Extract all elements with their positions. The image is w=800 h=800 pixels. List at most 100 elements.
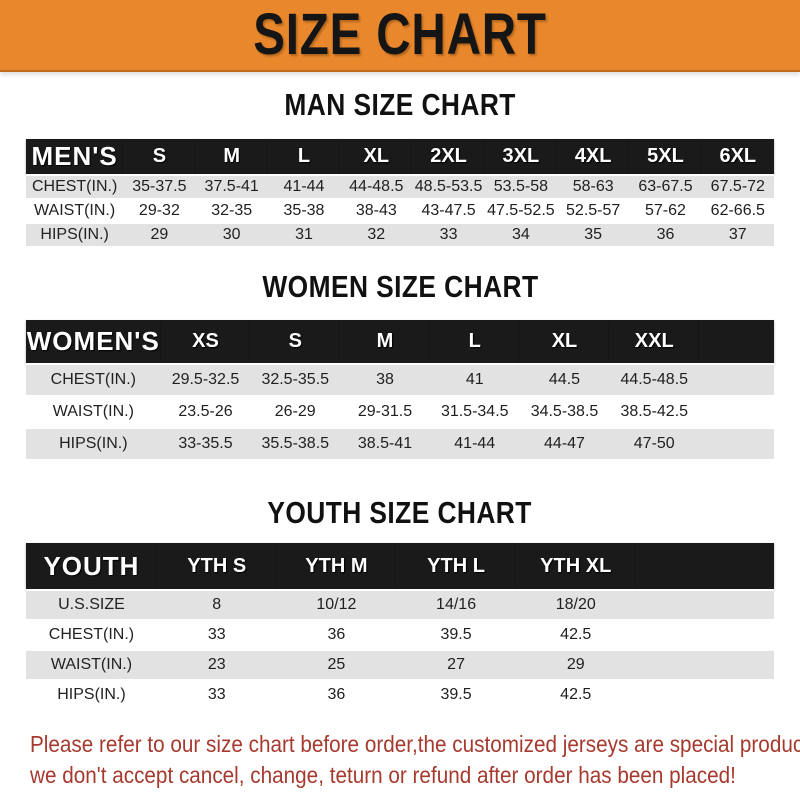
row-label: HIPS(IN.) <box>40 226 109 243</box>
column-header: 5XL <box>629 139 702 175</box>
women-size-table-container: WOMEN'S XS S M L XL XXL CHEST(IN.) 29.5-32.5 32.5… <box>26 320 774 461</box>
size-cell: 33 <box>207 686 226 703</box>
column-header: M <box>195 139 268 175</box>
size-chart-banner: SIZE CHART <box>0 0 800 72</box>
banner-title: SIZE CHART <box>253 2 547 67</box>
column-header: 4XL <box>557 139 630 175</box>
row-label: CHEST(IN.) <box>48 626 135 643</box>
table-row: CHEST(IN.) 35-37.5 37.5-41 41-44 44-48.5 48.5… <box>26 175 774 199</box>
size-cell: 29 <box>150 226 169 243</box>
size-cell: 27 <box>447 656 465 673</box>
size-cell: 38.5-41 <box>357 435 413 452</box>
size-cell: 62-66.5 <box>710 202 765 219</box>
size-cell: 31 <box>295 226 313 243</box>
table-row: CHEST(IN.) 33 36 39.5 42.5 <box>26 620 774 650</box>
row-label: U.S.SIZE <box>58 596 125 613</box>
size-cell: 34 <box>511 226 530 243</box>
size-cell: 18/20 <box>555 596 596 613</box>
row-label: CHEST(IN.) <box>31 178 118 195</box>
size-cell: 8 <box>212 596 222 613</box>
table-row: HIPS(IN.) 29 30 31 32 33 34 35 36 37 <box>26 223 774 247</box>
size-cell: 44-47 <box>544 435 585 452</box>
column-header: YTH S <box>156 543 277 590</box>
column-header: XXL <box>609 320 700 364</box>
column-header: YTH L <box>396 543 516 590</box>
size-cell: 29-32 <box>138 202 180 219</box>
size-cell: 35.5-38.5 <box>261 435 330 452</box>
size-cell: 41-44 <box>454 435 496 452</box>
column-header: XL <box>519 320 610 364</box>
man-section-title-text: MAN SIZE CHART <box>284 87 516 122</box>
women-corner-label: WOMEN'S <box>26 320 161 364</box>
size-cell: 10/12 <box>316 596 357 613</box>
column-header: 3XL <box>484 139 558 175</box>
men-size-table-container: MEN'S S M L XL 2XL 3XL 4XL 5XL 6XL CHEST(IN.) 35-37… <box>26 139 774 248</box>
size-cell: 58-63 <box>572 178 614 195</box>
size-cell: 52.5-57 <box>566 202 621 219</box>
size-cell: 63-67.5 <box>638 178 693 195</box>
size-cell: 42.5 <box>560 686 592 703</box>
size-cell: 32 <box>367 226 386 243</box>
youth-section-title: YOUTH SIZE CHART <box>0 497 800 528</box>
table-row: WAIST(IN.) 29-32 32-35 35-38 38-43 43-47.5 47.… <box>26 199 774 223</box>
row-label: WAIST(IN.) <box>50 656 133 673</box>
table-row: WAIST(IN.) 23.5-26 26-29 29-31.5 31.5-34.5 34… <box>26 396 774 428</box>
size-cell: 30 <box>222 226 241 243</box>
row-label: HIPS(IN.) <box>59 435 128 452</box>
spacer-cell <box>636 680 774 710</box>
order-policy-note: Please refer to our size chart before or… <box>0 729 800 791</box>
man-section-title: MAN SIZE CHART <box>0 89 800 120</box>
size-cell: 29 <box>566 656 585 673</box>
size-cell: 47-50 <box>633 435 675 452</box>
men-corner-label: MEN'S <box>26 139 124 175</box>
column-header: M <box>340 320 430 364</box>
spacer-cell <box>635 543 774 590</box>
size-cell: 47.5-52.5 <box>487 202 555 219</box>
table-row: U.S.SIZE 8 10/12 14/16 18/20 <box>26 590 774 620</box>
size-cell: 36 <box>656 226 675 243</box>
size-cell: 39.5 <box>440 686 472 703</box>
table-header-row: YOUTH YTH S YTH M YTH L YTH XL <box>26 543 774 590</box>
women-size-table: WOMEN'S XS S M L XL XXL CHEST(IN.) 29.5-32.5 32.5… <box>26 320 774 461</box>
size-cell: 44.5 <box>548 371 581 388</box>
size-cell: 37 <box>728 226 747 243</box>
table-row: HIPS(IN.) 33-35.5 35.5-38.5 38.5-41 41-44 44-… <box>26 428 774 460</box>
size-cell: 37.5-41 <box>204 178 259 195</box>
youth-size-table: YOUTH YTH S YTH M YTH L YTH XL U.S.SIZE 8 10/12… <box>26 543 774 711</box>
column-header: XS <box>160 320 251 364</box>
size-cell: 39.5 <box>440 626 472 643</box>
size-cell: 57-62 <box>645 202 686 219</box>
size-cell: 42.5 <box>560 626 592 643</box>
size-cell: 41 <box>465 371 484 388</box>
size-cell: 34.5-38.5 <box>530 403 599 420</box>
youth-size-table-container: YOUTH YTH S YTH M YTH L YTH XL U.S.SIZE 8 10/12… <box>26 543 774 711</box>
table-header-row: MEN'S S M L XL 2XL 3XL 4XL 5XL 6XL <box>26 139 774 175</box>
size-cell: 41-44 <box>283 178 325 195</box>
order-policy-line-2: we don't accept cancel, change, teturn o… <box>30 762 736 788</box>
size-cell: 43-47.5 <box>421 202 476 219</box>
row-label: WAIST(IN.) <box>52 403 134 420</box>
row-label: CHEST(IN.) <box>50 371 136 388</box>
size-cell: 33 <box>439 226 458 243</box>
size-cell: 53.5-58 <box>493 178 548 195</box>
table-row: HIPS(IN.) 33 36 39.5 42.5 <box>26 680 774 710</box>
size-cell: 48.5-53.5 <box>414 178 483 195</box>
size-cell: 36 <box>327 686 346 703</box>
size-cell: 44-48.5 <box>349 178 404 195</box>
table-header-row: WOMEN'S XS S M L XL XXL <box>26 320 774 364</box>
size-cell: 31.5-34.5 <box>440 403 509 420</box>
spacer-cell <box>636 620 774 650</box>
size-cell: 38.5-42.5 <box>620 403 689 420</box>
column-header: L <box>429 320 520 364</box>
size-cell: 38-43 <box>355 202 397 219</box>
youth-section-title-text: YOUTH SIZE CHART <box>267 495 533 530</box>
order-policy-line-1: Please refer to our size chart before or… <box>30 731 800 757</box>
column-header: XL <box>340 139 413 175</box>
spacer-cell <box>699 428 774 460</box>
size-cell: 33-35.5 <box>178 435 233 452</box>
size-cell: 32.5-35.5 <box>261 371 330 388</box>
spacer-cell <box>636 590 774 620</box>
size-cell: 29-31.5 <box>357 403 413 420</box>
size-cell: 23 <box>207 656 226 673</box>
size-cell: 23.5-26 <box>178 403 233 420</box>
